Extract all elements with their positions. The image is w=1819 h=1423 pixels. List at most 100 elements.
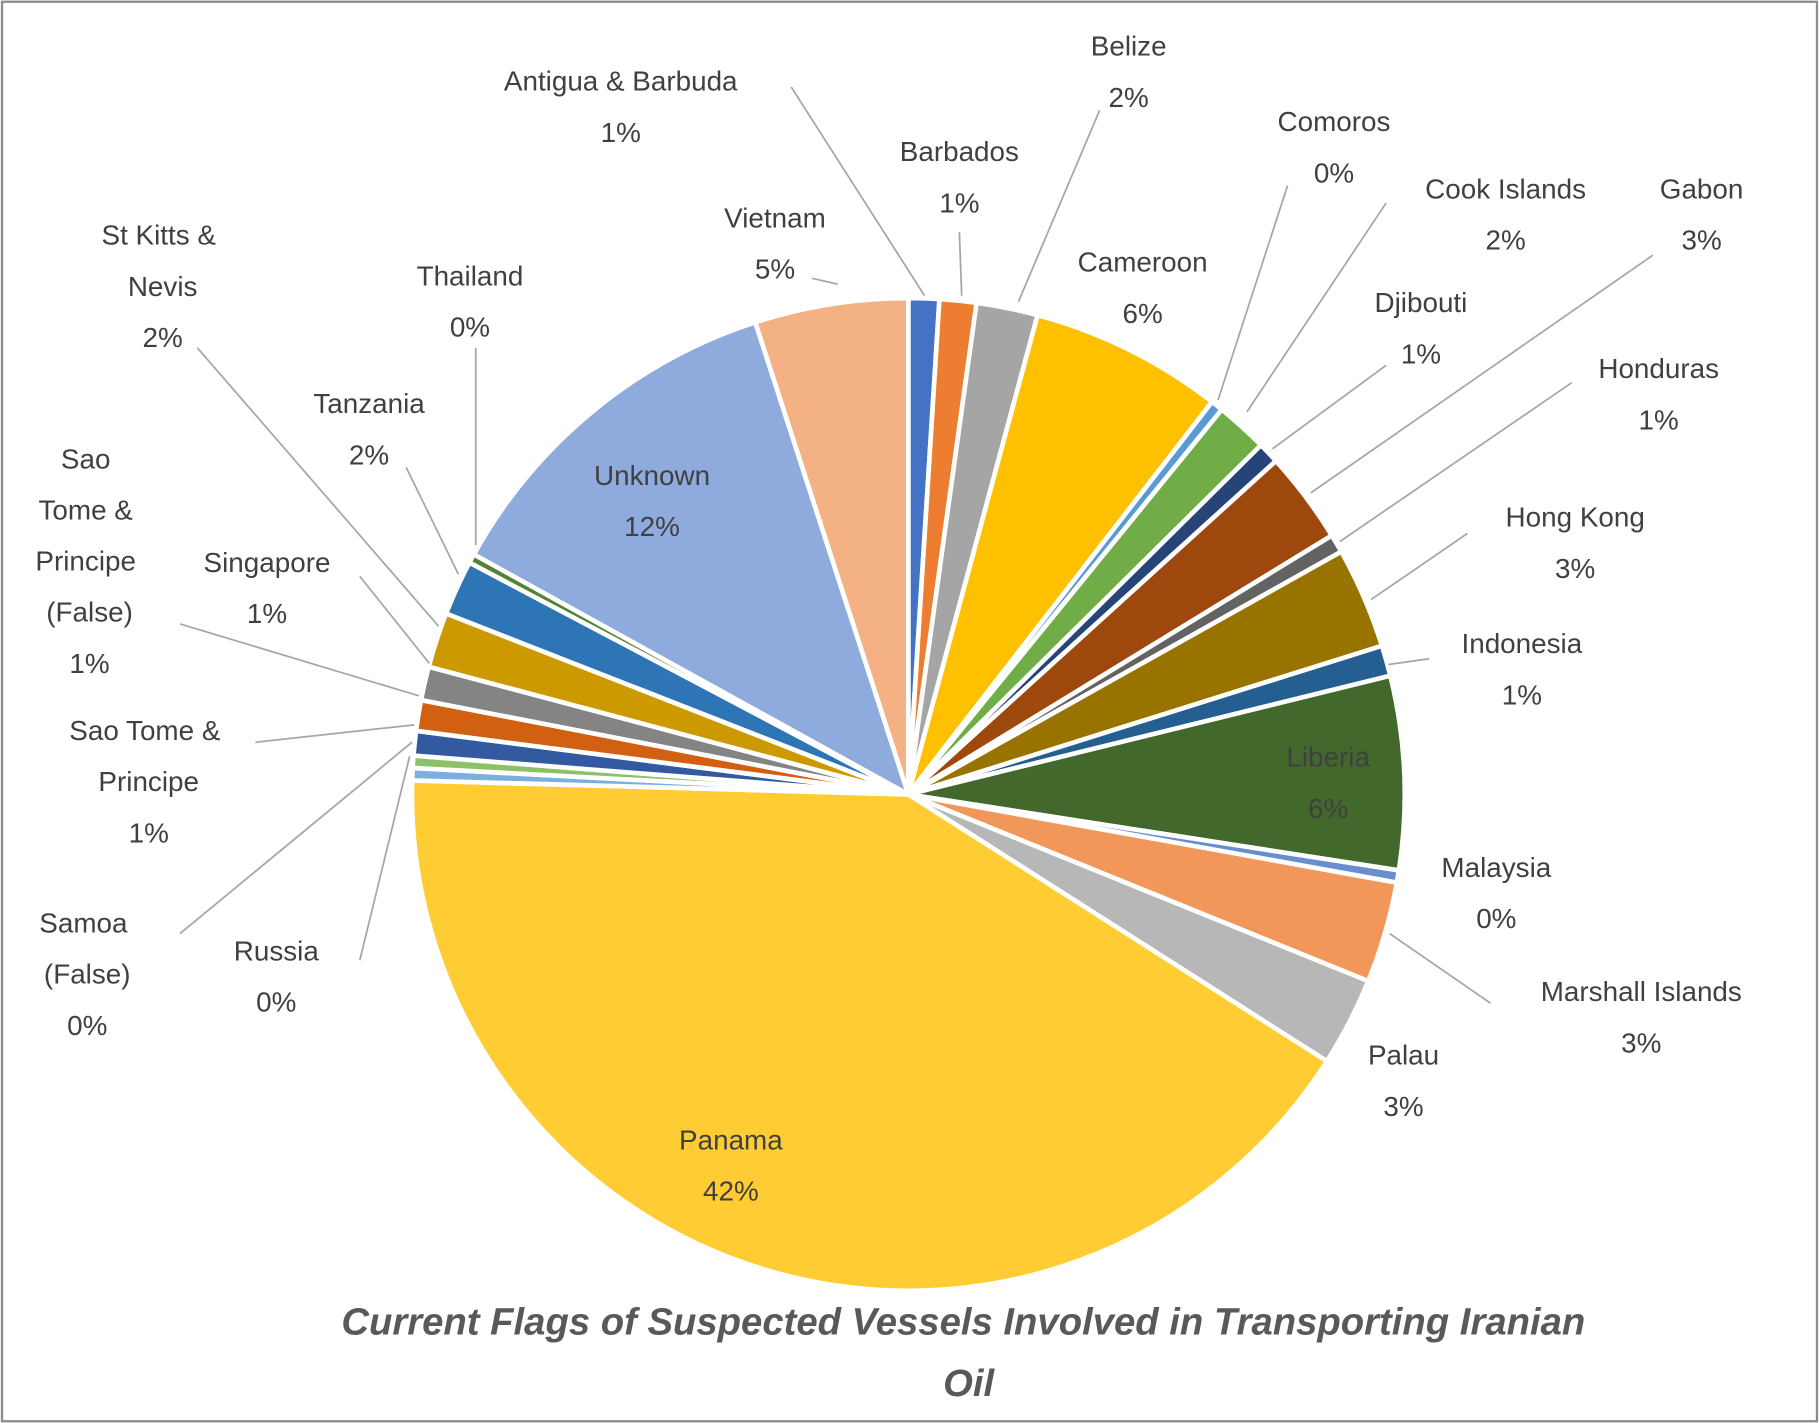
value-label: 3% [1555,553,1595,584]
slice-label: Comoros [1278,106,1391,137]
slice-label: Malaysia [1441,852,1551,883]
leader-line [1271,364,1387,450]
text-line: Honduras [1598,353,1719,384]
pie-slice [752,295,911,797]
chart-title: Current Flags of Suspected Vessels Invol… [341,1301,1596,1405]
value-label: 1% [247,598,287,629]
leader-line [358,755,411,961]
value-label: 2% [349,439,389,470]
text-line: Cook Islands [1425,174,1586,205]
value-label: 1% [939,188,979,219]
value-label: 6% [1122,298,1162,329]
value-label: 6% [1308,793,1348,824]
text-line: Palau [1368,1040,1439,1071]
slice-label: Unknown [594,460,710,491]
slice-label: Hong Kong [1506,502,1645,533]
text-line: Barbados [900,137,1019,168]
value-label: 3% [1681,225,1721,256]
pie-slice [906,312,1215,797]
slice-label: Djibouti [1375,287,1468,318]
value-label: 12% [624,511,680,542]
text-line: Liberia [1286,742,1370,773]
value-label: 1% [69,648,109,679]
value-label: 1% [601,117,641,148]
text-line: Samoa [39,908,135,939]
slice-label: St Kitts & Nevis [102,220,224,302]
text-line: Panama [679,1125,783,1156]
text-line: Singapore [204,547,331,578]
text-line: Principe [35,546,143,577]
pie-slice [409,778,1330,1294]
leader-line [811,277,838,285]
text-line: Tanzania [313,388,425,419]
pie-slice [906,673,1408,873]
leader-line [958,231,963,296]
slice-label: Panama [679,1125,783,1156]
leader-line [1246,202,1387,413]
value-label: 0% [256,987,296,1018]
value-label: 0% [1476,903,1516,934]
text-line: Vietnam [724,203,826,234]
text-line: (False) [46,597,133,628]
slice-label: Gabon [1660,174,1744,205]
leader-line [255,723,415,744]
slice-label: Cameroon [1078,247,1208,278]
value-label: 2% [1485,225,1525,256]
text-line: Cameroon [1078,247,1208,278]
slice-label: Sao Tome & Principe (False) [35,444,143,628]
text-line: St Kitts & [102,220,224,251]
slice-label: Thailand [417,261,524,292]
slice-label: Belize [1091,31,1167,62]
text-line: Comoros [1278,106,1391,137]
leader-line [790,86,926,297]
pie-slice [471,319,911,797]
slice-label: Antigua & Barbuda [504,66,738,97]
slice-label: Tanzania [313,388,425,419]
leader-line [1017,109,1101,302]
text-line: Malaysia [1441,852,1551,883]
text-line: Indonesia [1461,628,1582,659]
leader-line [1370,532,1468,601]
text-line: Antigua & Barbuda [504,66,738,97]
text-line: Nevis [128,271,198,302]
text-line: Unknown [594,460,710,491]
value-label: 1% [1401,338,1441,369]
leader-line [1339,381,1573,543]
slice-label: Palau [1368,1040,1439,1071]
leader-line [179,741,413,935]
text-line: Gabon [1660,174,1744,205]
text-line: Djibouti [1375,287,1468,318]
slice-label: Samoa (False) [39,908,135,990]
value-label: 1% [129,817,169,848]
value-label: 0% [67,1010,107,1041]
text-line: Belize [1091,31,1167,62]
text-line: Thailand [417,261,524,292]
slice-label: Russia [234,936,320,967]
value-label: 3% [1383,1091,1423,1122]
text-line: Current Flags of Suspected Vessels Invol… [341,1301,1596,1344]
leader-line [1388,657,1430,666]
slice-label: Vietnam [724,203,826,234]
slice-label: Honduras [1598,353,1719,384]
leader-line [1389,932,1492,1004]
leader-line [1217,185,1289,401]
value-label: 2% [1109,82,1149,113]
slice-label: Sao Tome & Principe [69,715,228,797]
slice-label: Indonesia [1461,628,1582,659]
slice-label: Singapore [204,547,331,578]
text-line: Marshall Islands [1541,976,1742,1007]
leader-line [1310,254,1654,494]
text-line: Sao Tome & [69,715,228,746]
leader-line [196,347,440,627]
text-line: Hong Kong [1506,502,1645,533]
value-label: 5% [755,254,795,285]
slice-label: Marshall Islands [1541,976,1742,1007]
text-line: Principe [98,766,199,797]
value-label: 2% [143,322,183,353]
value-label: 0% [450,312,490,343]
value-label: 3% [1621,1027,1661,1058]
leader-line [405,466,460,575]
slice-label: Liberia [1286,742,1370,773]
text-line: (False) [44,959,131,990]
